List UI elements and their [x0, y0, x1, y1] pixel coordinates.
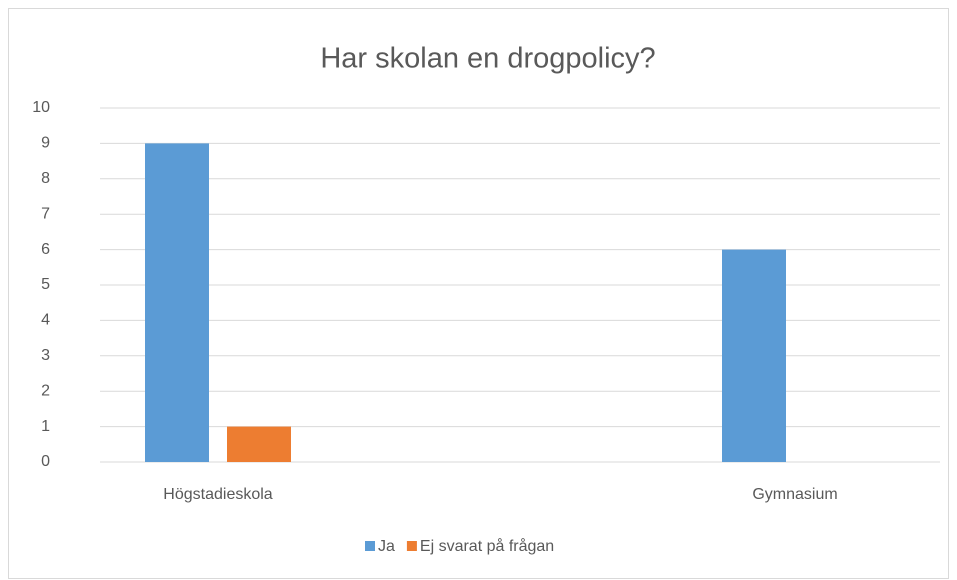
y-tick-label: 8 — [41, 170, 50, 187]
legend-swatch — [406, 541, 417, 551]
bar — [145, 143, 209, 462]
y-tick-label: 0 — [41, 453, 50, 470]
y-tick-label: 4 — [41, 312, 50, 329]
y-tick-label: 9 — [41, 135, 50, 152]
y-tick-label: 6 — [41, 241, 50, 258]
legend-swatch — [365, 541, 375, 551]
y-tick-label: 7 — [41, 205, 50, 222]
legend-label: Ej svarat på frågan — [420, 537, 554, 555]
legend-label: Ja — [378, 538, 395, 555]
y-tick-label: 2 — [41, 382, 50, 399]
x-tick-label: Högstadieskola — [163, 486, 273, 503]
chart-title: Har skolan en drogpolicy? — [320, 43, 655, 75]
y-tick-label: 5 — [41, 276, 50, 293]
bar — [227, 426, 291, 462]
y-tick-label: 1 — [41, 418, 50, 435]
bar — [722, 249, 786, 462]
x-tick-label: Gymnasium — [752, 486, 837, 503]
y-tick-label: 10 — [32, 99, 50, 116]
y-tick-label: 3 — [41, 347, 50, 364]
